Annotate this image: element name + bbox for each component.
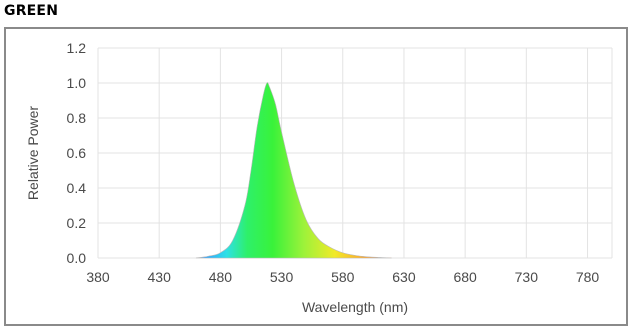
series-area-0 <box>195 82 392 259</box>
x-tick-label: 730 <box>515 269 539 285</box>
x-tick-label: 680 <box>453 269 477 285</box>
x-tick-label: 480 <box>209 269 233 285</box>
x-tick-label: 630 <box>392 269 416 285</box>
x-tick-label: 530 <box>270 269 294 285</box>
chart-title: GREEN <box>4 3 59 19</box>
y-tick-label: 0.8 <box>67 110 87 126</box>
x-tick-label: 580 <box>331 269 355 285</box>
y-tick-label: 0.6 <box>67 145 87 161</box>
y-tick-labels: 0.0 0.2 0.4 0.6 0.8 1.0 1.2 <box>67 40 87 266</box>
y-tick-label: 0.2 <box>67 215 87 231</box>
x-tick-label: 380 <box>86 269 110 285</box>
data-series-layer <box>195 82 392 259</box>
chart-frame <box>4 27 628 326</box>
x-tick-labels: 380 430 480 530 580 630 680 730 780 <box>86 269 599 285</box>
y-axis-label: Relative Power <box>25 106 41 200</box>
x-tick-label: 430 <box>148 269 172 285</box>
y-tick-label: 0.4 <box>67 180 87 196</box>
x-tick-label: 780 <box>576 269 600 285</box>
grid-lines <box>97 47 613 259</box>
y-tick-label: 1.2 <box>67 40 87 56</box>
y-tick-label: 1.0 <box>67 75 87 91</box>
x-axis-label: Wavelength (nm) <box>302 299 408 315</box>
y-tick-label: 0.0 <box>67 250 87 266</box>
